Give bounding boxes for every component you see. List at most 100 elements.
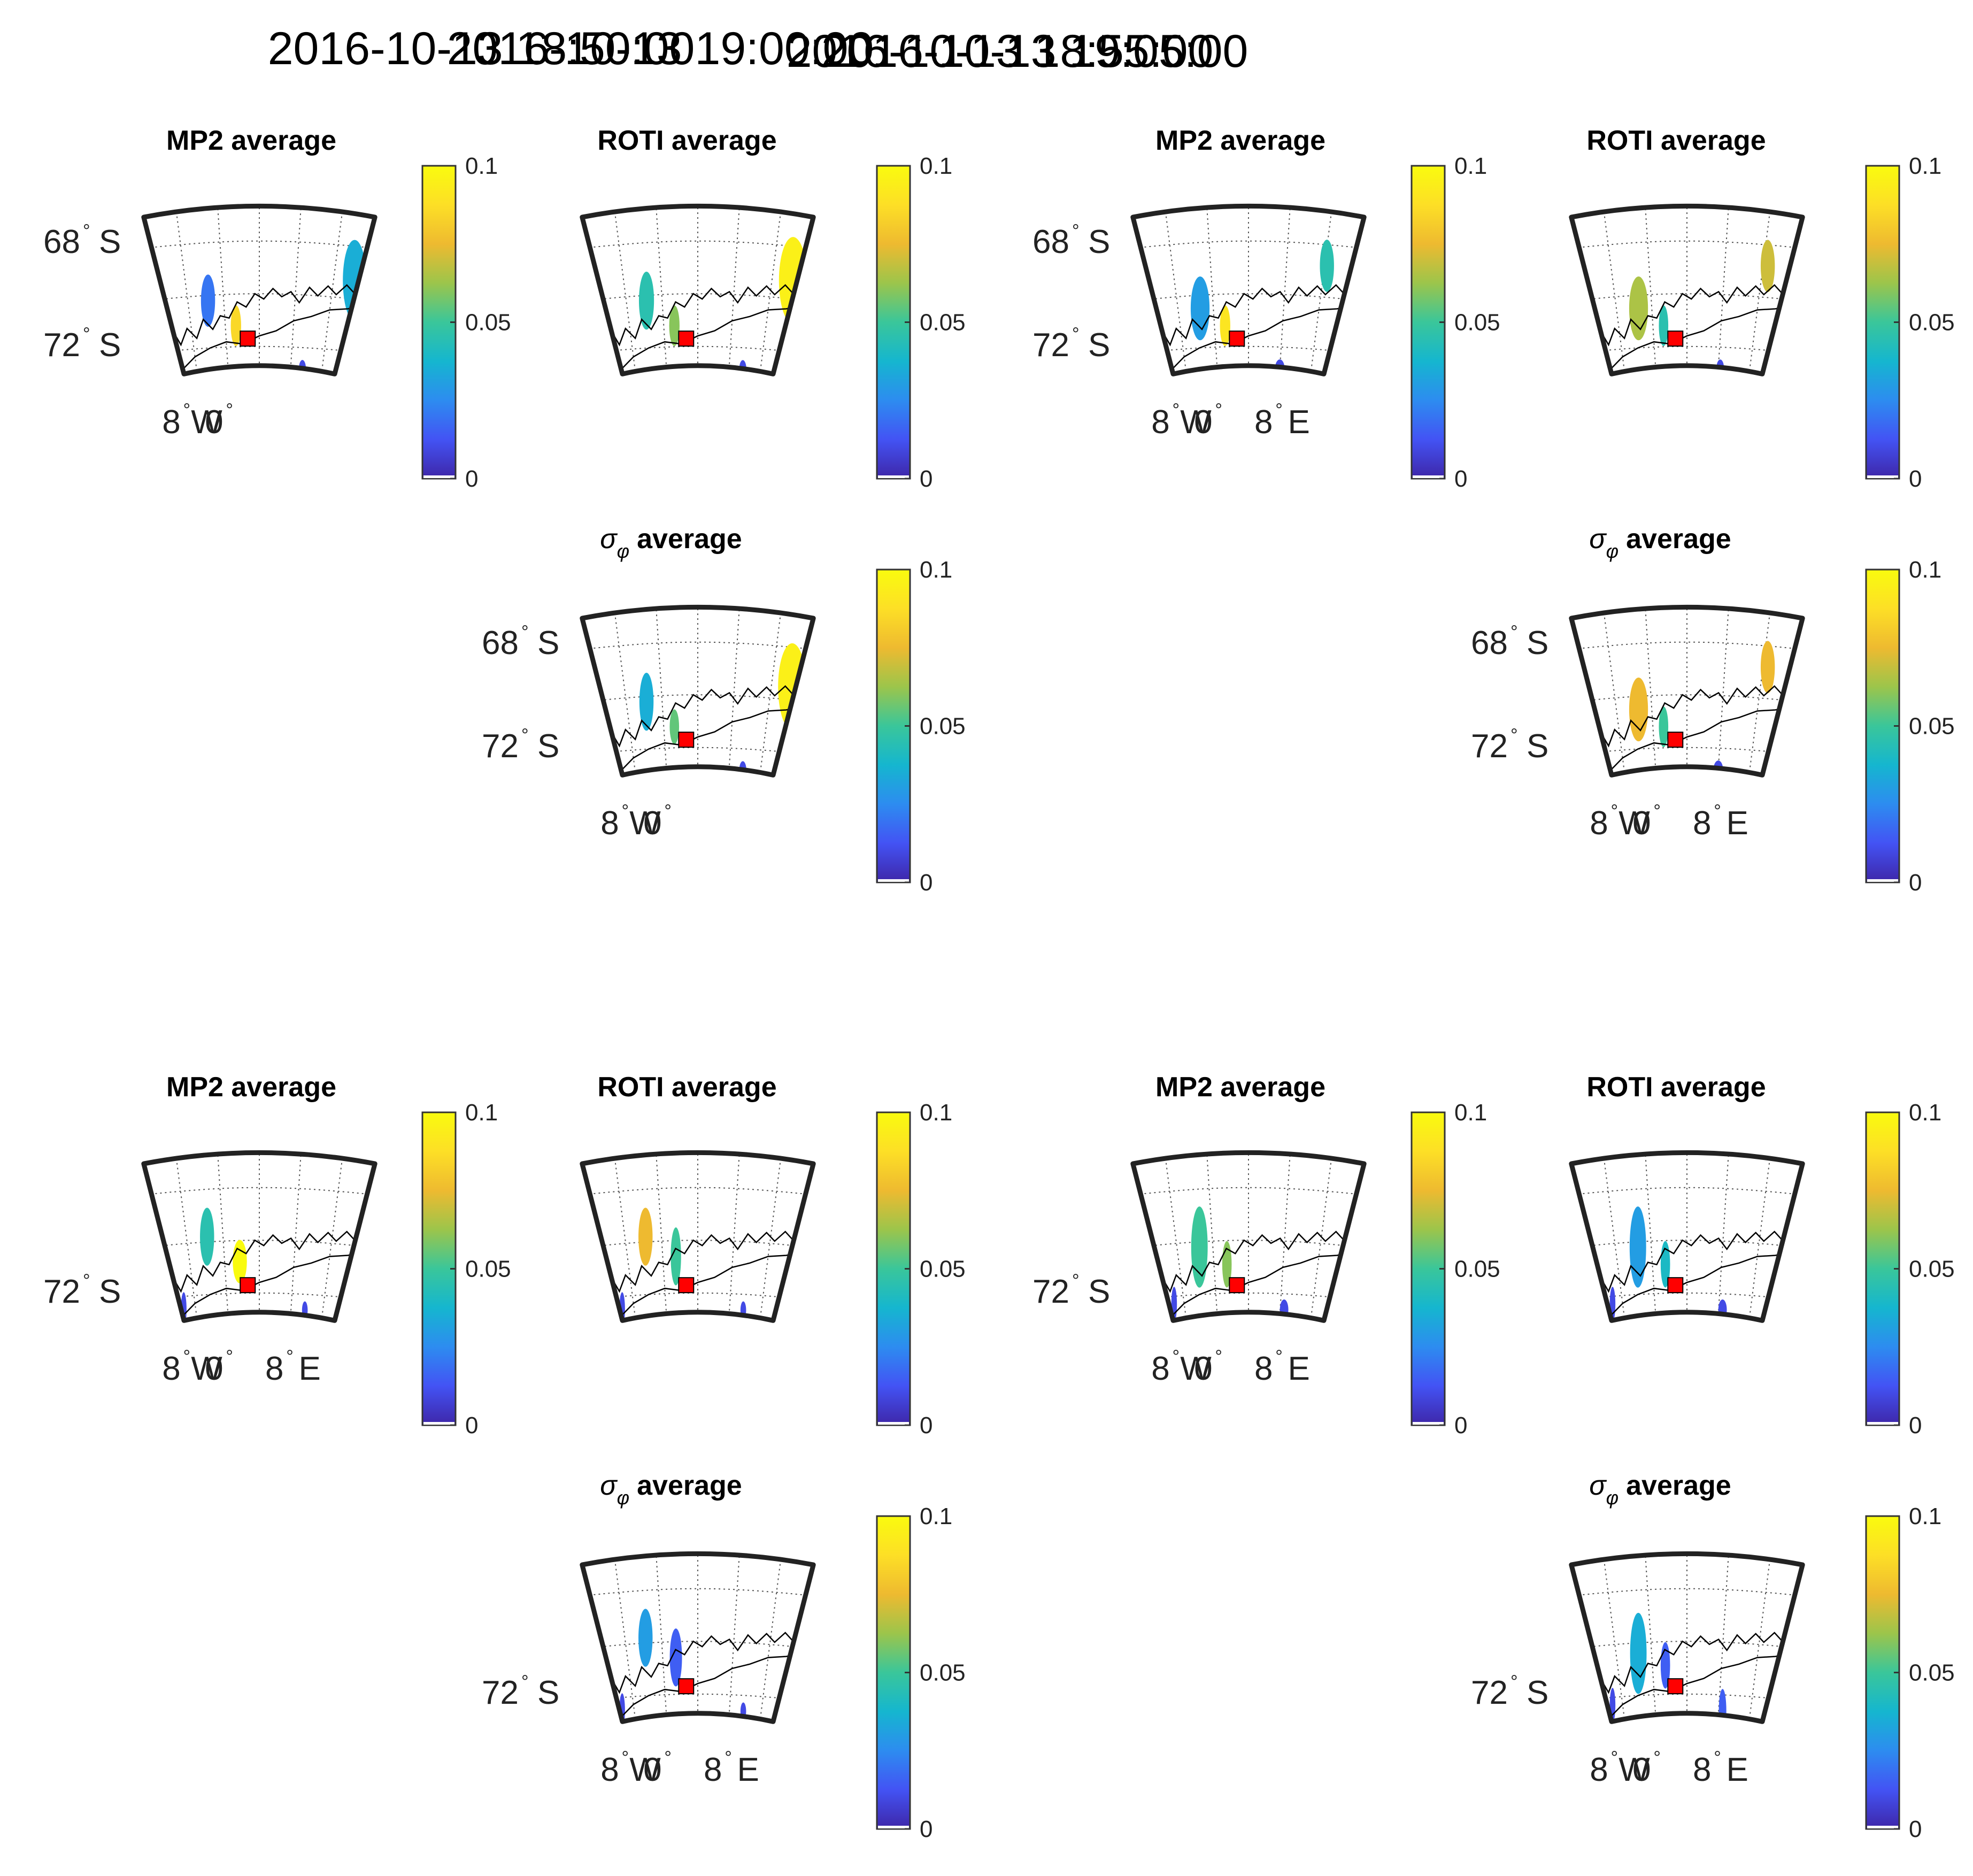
degree-sign: ° [1611, 1748, 1619, 1768]
lon-label-value: 8 [600, 1751, 619, 1788]
station-marker [1229, 330, 1245, 347]
colorbar-zero-band [1867, 1826, 1898, 1828]
lat-label-hemisphere: S [537, 1674, 559, 1711]
station-marker [1667, 330, 1684, 347]
colorbar [876, 1111, 911, 1426]
colorbar-tick-label: 0.05 [1909, 713, 1955, 740]
station-marker [678, 330, 695, 347]
ice-shelf-edge [605, 1251, 805, 1321]
map-frame [580, 604, 816, 778]
colorbar-tick-label: 0 [920, 466, 932, 492]
degree-sign: ° [521, 622, 529, 642]
graticule-parallel [1571, 293, 1803, 302]
panel-title-sigma-phi: σφ average [1589, 1470, 1731, 1509]
lat-label-hemisphere: S [1527, 1674, 1548, 1711]
coastline [1147, 284, 1360, 347]
coastline [1586, 284, 1799, 347]
graticule-parallel [1142, 1292, 1355, 1300]
data-patch [669, 305, 680, 346]
colorbar-tick-label: 0 [920, 1412, 932, 1439]
colorbar-zero-band [1867, 475, 1898, 478]
lat-label-value: 68 [1471, 625, 1508, 662]
colorbar [876, 1515, 911, 1830]
graticule-parallel [1571, 1641, 1803, 1650]
coastline [158, 1231, 371, 1293]
panel-title: MP2 average [1155, 125, 1325, 156]
colorbar-tick-label: 0 [920, 870, 932, 896]
lat-label-value: 72 [1032, 327, 1069, 364]
lon-label-value: 8 [1590, 1751, 1608, 1788]
degree-sign: ° [1173, 1347, 1180, 1367]
graticule-meridian [1715, 1554, 1730, 1722]
graticule-parallel [1571, 1240, 1803, 1249]
graticule-meridian [654, 206, 669, 374]
degree-sign: ° [725, 1748, 732, 1768]
lat-label-hemisphere: S [99, 224, 121, 260]
lon-label-value: 0 [643, 805, 661, 842]
graticule-parallel [591, 1693, 804, 1701]
degree-sign: ° [1072, 221, 1080, 241]
coastline [597, 284, 810, 347]
map-panel [580, 1551, 816, 1724]
lon-label-value: 8 [1693, 805, 1711, 842]
graticule-meridian [173, 206, 202, 374]
graticule-meridian [1644, 206, 1659, 374]
ice-shelf-edge [1594, 1251, 1794, 1321]
lon-label-hemisphere: E [1288, 1350, 1310, 1387]
graticule-meridian [1715, 1152, 1730, 1321]
colorbar-zero-band [423, 1422, 454, 1425]
data-patch [233, 1240, 247, 1283]
map-frame [141, 1150, 377, 1323]
degree-sign: ° [622, 801, 629, 821]
colorbar [876, 568, 911, 883]
map-frame [1130, 203, 1367, 376]
lat-label-value: 72 [1471, 1674, 1508, 1711]
panel-title: ROTI average [1586, 1072, 1766, 1103]
coastline [1586, 1632, 1799, 1694]
lat-label-value: 68 [482, 625, 519, 662]
lon-label-value: 8 [1151, 1350, 1169, 1387]
ice-shelf-edge [1594, 304, 1794, 374]
graticule-meridian [756, 607, 784, 775]
graticule-parallel [582, 694, 814, 703]
data-patch [201, 274, 215, 327]
data-patch [638, 1208, 653, 1266]
degree-sign: ° [1510, 622, 1518, 642]
degree-sign: ° [1173, 400, 1180, 420]
colorbar-zero-band [1413, 475, 1444, 478]
ice-shelf-edge [605, 705, 805, 775]
panel-title-sigma-phi: σφ average [600, 1470, 742, 1509]
data-patch [1630, 1612, 1647, 1694]
graticule-parallel [582, 1641, 814, 1650]
lon-label-value: 8 [162, 1350, 180, 1387]
coastline [158, 284, 371, 347]
graticule-meridian [1644, 607, 1659, 775]
colorbar-tick-label: 0.05 [1454, 1256, 1500, 1282]
data-patch [1760, 641, 1775, 694]
station-marker [678, 1277, 695, 1294]
coastline [1586, 1231, 1799, 1293]
lon-label-value: 0 [1632, 805, 1651, 842]
data-patch [638, 1609, 653, 1667]
colorbar-tick-label: 0 [920, 1816, 932, 1842]
lat-label-value: 72 [43, 1273, 80, 1310]
degree-sign: ° [286, 1347, 294, 1367]
lat-label-hemisphere: S [99, 1273, 121, 1310]
ice-shelf-edge [1594, 705, 1794, 775]
graticule-meridian [1162, 206, 1191, 374]
lat-label-hemisphere: S [1527, 728, 1548, 765]
degree-sign: ° [521, 1672, 529, 1692]
graticule-parallel [1142, 345, 1355, 353]
lat-label-value: 72 [482, 728, 519, 765]
data-patch [1191, 1206, 1208, 1288]
data-patch [638, 271, 654, 330]
map-frame [580, 1551, 816, 1724]
data-patch [1220, 305, 1230, 346]
colorbar-tick-label: 0 [465, 466, 478, 492]
colorbar-tick-label: 0.1 [1909, 153, 1941, 179]
colorbar-tick-label: 0.05 [465, 1256, 511, 1282]
lon-label-hemisphere: W [1180, 1350, 1212, 1387]
graticule-meridian [1644, 1152, 1659, 1321]
station-marker [678, 1678, 695, 1695]
graticule-parallel [1581, 1693, 1793, 1701]
